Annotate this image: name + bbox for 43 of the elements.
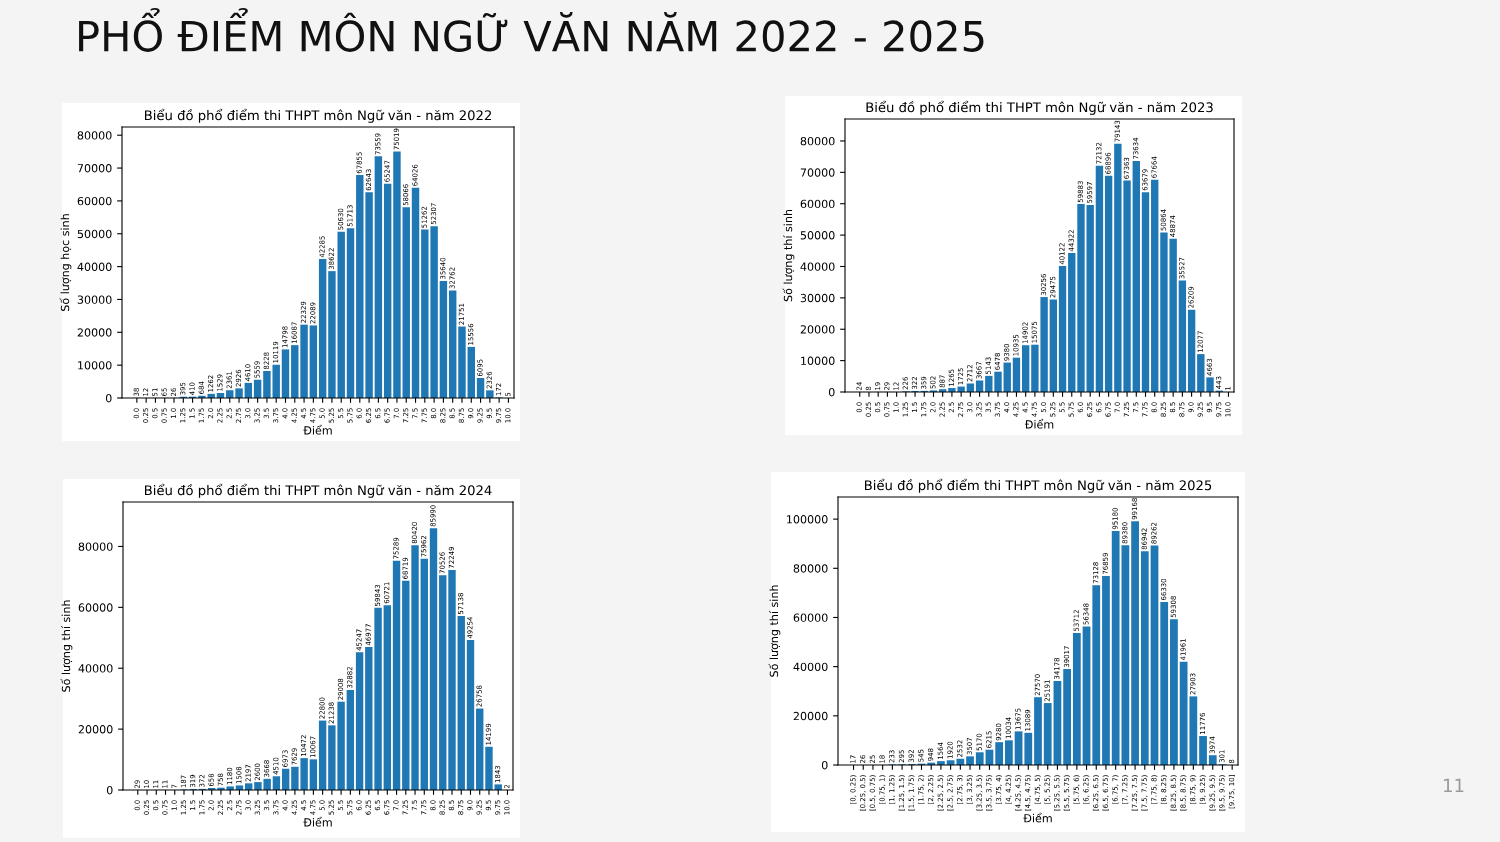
x-axis-title: Điểm <box>1024 418 1054 429</box>
y-tick-label: 10000 <box>78 361 112 370</box>
y-tick-label: 80000 <box>77 131 112 140</box>
y-axis-title: Số lượng thí sinh <box>782 209 795 302</box>
y-tick-label: 40000 <box>793 662 828 672</box>
y-tick-label: 30000 <box>77 295 112 304</box>
y-tick-label: 50000 <box>800 231 835 240</box>
y-tick-label: 20000 <box>77 328 112 337</box>
chart-title: Biểu đồ phổ điểm thi THPT môn Ngữ văn - năm 2023 <box>866 100 1213 115</box>
y-tick-label: 20000 <box>800 325 835 334</box>
y-axis-title: Số lượng thí sinh <box>768 585 781 677</box>
y-tick-label: 40000 <box>77 262 112 271</box>
y-tick-label: 60000 <box>793 613 828 622</box>
x-axis-title: Điểm <box>303 816 332 827</box>
y-tick-label: 60000 <box>78 603 113 612</box>
y-tick-label: 10000 <box>801 356 835 365</box>
y-tick-label: 60000 <box>800 199 835 209</box>
y-tick-label: 100000 <box>787 515 828 524</box>
y-tick-label: 70000 <box>77 164 112 173</box>
chart-title: Biểu đồ phổ điểm thi THPT môn Ngữ văn - năm 2022 <box>145 108 491 123</box>
y-tick-label: 40000 <box>78 664 113 673</box>
y-tick-label: 40000 <box>800 262 835 271</box>
x-axis-title: Điểm <box>1023 812 1052 823</box>
y-axis-title: Số lượng thí sinh <box>60 600 73 692</box>
chart-title: Biểu đồ phổ điểm thi THPT môn Ngữ văn - năm 2025 <box>865 478 1212 493</box>
y-tick-label: 0 <box>106 785 113 795</box>
y-tick-label: 60000 <box>77 196 112 206</box>
x-axis-title: Điểm <box>303 424 332 435</box>
y-tick-label: 80000 <box>78 542 113 551</box>
y-tick-label: 70000 <box>800 168 835 177</box>
y-tick-label: 0 <box>821 760 828 770</box>
text: PHỔ ĐIỂM MÔN NGỮ VĂN NĂM 2022 - 2025 <box>79 7 984 52</box>
y-tick-label: 0 <box>828 387 835 397</box>
y-tick-label: 50000 <box>77 229 112 239</box>
y-axis-title: Số lượng học sinh <box>59 214 72 311</box>
y-tick-label: 20000 <box>793 711 828 721</box>
y-tick-label: 0 <box>105 393 112 403</box>
text: 11 <box>1444 778 1464 792</box>
chart-title: Biểu đồ phổ điểm thi THPT môn Ngữ văn - năm 2024 <box>145 483 492 498</box>
y-tick-label: 20000 <box>78 725 113 734</box>
y-tick-label: 80000 <box>793 564 828 573</box>
y-tick-label: 30000 <box>800 293 835 303</box>
y-tick-label: 80000 <box>800 136 835 146</box>
